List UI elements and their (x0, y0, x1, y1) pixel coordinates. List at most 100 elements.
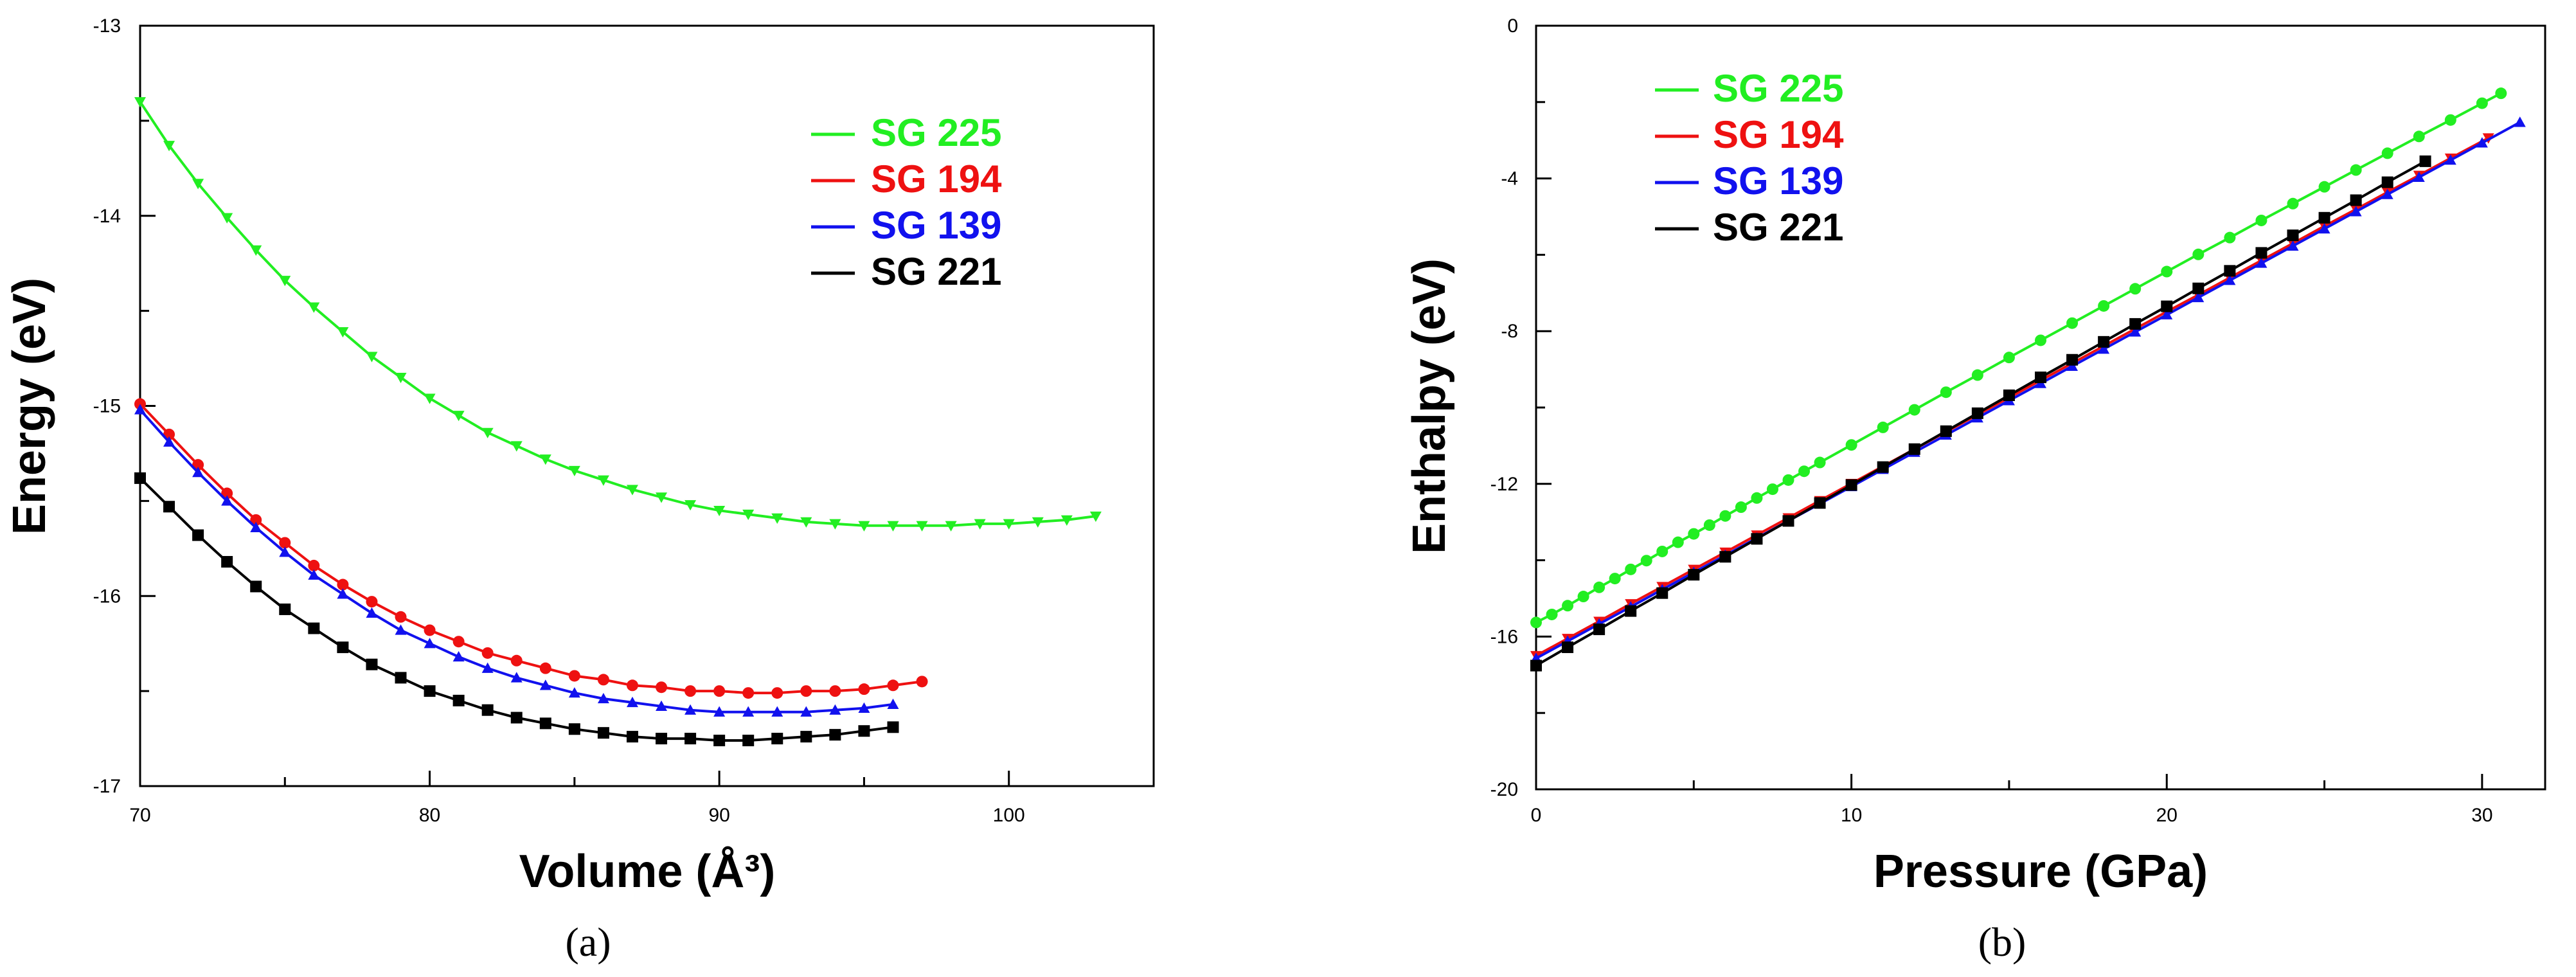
data-point (568, 465, 580, 477)
y-tick-label: -14 (93, 206, 121, 227)
y-tick-label: -15 (93, 396, 121, 417)
data-point (1908, 443, 1920, 455)
data-point (771, 733, 783, 745)
legend-label-sg-221: SG 221 (871, 250, 1001, 293)
data-point (1703, 519, 1715, 531)
data-point (597, 674, 609, 686)
data-point (2287, 197, 2299, 210)
data-point (887, 698, 899, 710)
data-point (1593, 623, 1606, 636)
data-point (1845, 439, 1857, 451)
data-point (800, 685, 812, 697)
data-point (337, 588, 349, 599)
data-point (2161, 309, 2173, 319)
data-point (2066, 317, 2079, 329)
data-point (308, 302, 320, 313)
data-point (539, 662, 551, 674)
data-point (279, 276, 291, 287)
data-point (2381, 176, 2393, 188)
data-point (1625, 605, 1637, 617)
data-point (2161, 300, 2173, 312)
data-point (163, 436, 175, 447)
data-point (337, 578, 349, 591)
x-tick-label: 80 (419, 805, 440, 826)
data-point (1089, 511, 1102, 523)
data-point (424, 638, 436, 649)
data-point (2129, 283, 2142, 295)
series-sg-225 (134, 97, 1102, 532)
data-point (597, 475, 609, 486)
data-point (424, 685, 436, 697)
data-point (1766, 483, 1778, 496)
data-point (1798, 465, 1811, 478)
data-point (366, 607, 378, 618)
data-point (2224, 231, 2236, 244)
chart-panel-b: 0 10 20 30 0 -4 -8 -12 -16 -20 Pressure (GPa) Entha… (1404, 15, 2546, 897)
data-point (2495, 87, 2507, 100)
data-point (1751, 492, 1763, 504)
data-point (481, 662, 494, 673)
data-point (539, 454, 551, 465)
data-point (2192, 248, 2205, 260)
data-point (250, 245, 262, 256)
data-point (1751, 533, 1763, 545)
data-point (2476, 97, 2488, 109)
series-sg-194 (134, 398, 928, 699)
data-point (2255, 247, 2267, 259)
data-point (481, 704, 494, 716)
data-point (2066, 360, 2079, 372)
data-point (250, 580, 262, 593)
data-point (742, 735, 755, 747)
data-point (2192, 291, 2205, 303)
data-point (713, 505, 726, 517)
data-point (1625, 563, 1637, 575)
data-point (308, 559, 320, 571)
data-point (2098, 343, 2110, 354)
data-point (366, 352, 378, 363)
data-point (250, 514, 262, 526)
data-point (1971, 407, 1983, 419)
data-point (510, 654, 523, 667)
data-point (800, 731, 812, 743)
data-point (597, 692, 609, 704)
data-point (2003, 352, 2015, 364)
data-point (395, 372, 407, 384)
data-point (2003, 389, 2015, 401)
data-point (1971, 369, 1983, 381)
legend-label-sg-221: SG 221 (1713, 206, 1843, 249)
y-tick-label: -16 (1490, 626, 1518, 647)
data-point (366, 658, 378, 670)
data-point (713, 735, 726, 747)
data-point (1003, 519, 1015, 530)
data-point (1672, 536, 1684, 548)
legend-label-sg-194: SG 194 (871, 157, 1002, 201)
data-point (539, 679, 551, 690)
data-point (858, 521, 870, 532)
data-point (858, 702, 870, 713)
data-point (858, 725, 870, 737)
data-point (684, 733, 697, 745)
data-point (656, 492, 668, 503)
data-point (221, 495, 233, 506)
y-tick-label: -12 (1490, 474, 1518, 495)
data-point (568, 723, 580, 735)
data-point (2444, 114, 2456, 126)
data-point (2287, 229, 2299, 242)
data-point (916, 676, 928, 688)
data-point (887, 721, 899, 733)
chart-panel-a: 70 80 90 100 -13 -14 -15 -16 -17 Volume (Å³) Energ… (4, 15, 1155, 897)
data-point (308, 569, 320, 580)
data-point (2161, 265, 2173, 278)
data-point (742, 687, 755, 699)
data-point (626, 679, 638, 692)
data-point (771, 706, 783, 717)
data-point (568, 687, 580, 698)
data-point (684, 685, 697, 697)
data-point (568, 670, 580, 682)
data-point (2350, 206, 2362, 217)
data-point (1814, 456, 1826, 469)
data-point (481, 647, 494, 659)
legend-label-sg-194: SG 194 (1713, 113, 1844, 156)
data-point (1877, 421, 1889, 433)
